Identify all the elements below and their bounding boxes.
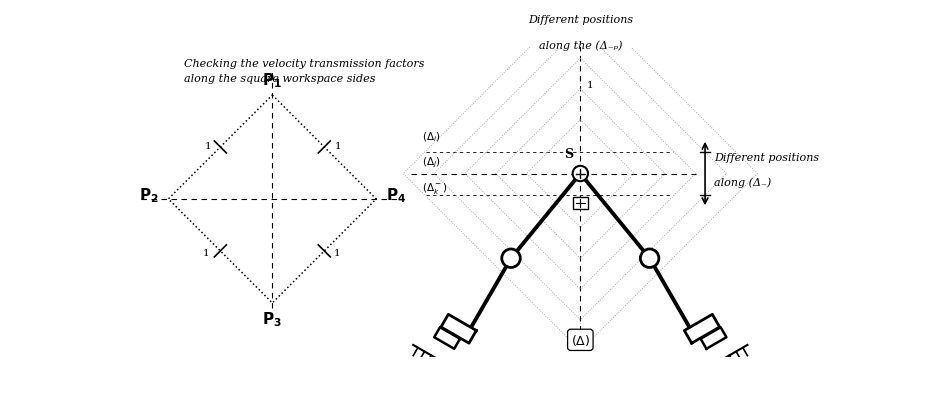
Text: along the (Δ₋ₚ): along the (Δ₋ₚ) bbox=[538, 41, 621, 51]
Text: 1: 1 bbox=[586, 81, 592, 90]
Text: along (Δ₋): along (Δ₋) bbox=[714, 176, 770, 187]
Text: $\mathbf{P_4}$: $\mathbf{P_4}$ bbox=[385, 186, 405, 205]
Text: S: S bbox=[564, 147, 573, 160]
Text: Checking the velocity transmission factors: Checking the velocity transmission facto… bbox=[184, 59, 424, 69]
Circle shape bbox=[572, 166, 588, 182]
Text: 1: 1 bbox=[333, 248, 340, 257]
Text: $\mathbf{P_1}$: $\mathbf{P_1}$ bbox=[262, 71, 282, 89]
Text: Different positions: Different positions bbox=[714, 152, 819, 162]
Text: $\mathbf{P_2}$: $\mathbf{P_2}$ bbox=[139, 186, 159, 205]
Circle shape bbox=[502, 249, 520, 268]
Text: along the square workspace sides: along the square workspace sides bbox=[184, 74, 375, 84]
Text: Different positions: Different positions bbox=[527, 15, 632, 25]
Text: 1: 1 bbox=[335, 142, 341, 150]
Bar bbox=[572, 198, 588, 209]
Text: 1: 1 bbox=[204, 142, 210, 150]
Text: $(\Delta_i)$: $(\Delta_i)$ bbox=[422, 130, 440, 144]
Text: $(\Delta_k^-)$: $(\Delta_k^-)$ bbox=[422, 180, 448, 195]
Text: $(\Delta_j)$: $(\Delta_j)$ bbox=[422, 155, 440, 170]
Circle shape bbox=[640, 249, 658, 268]
Text: $(\Delta)$: $(\Delta)$ bbox=[570, 332, 590, 348]
Text: 1: 1 bbox=[203, 248, 210, 257]
Text: $\mathbf{P_3}$: $\mathbf{P_3}$ bbox=[262, 309, 282, 328]
